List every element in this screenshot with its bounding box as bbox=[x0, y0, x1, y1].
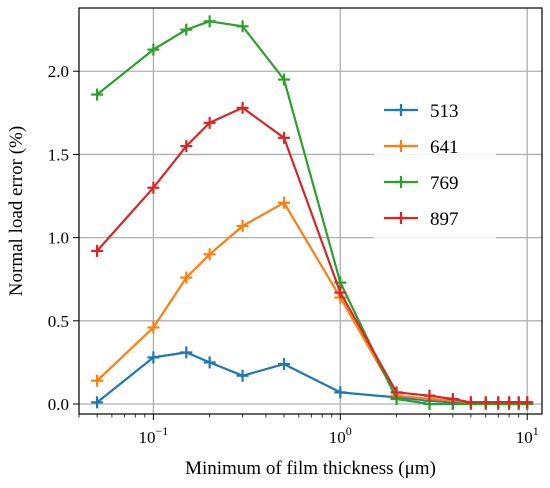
data-point bbox=[464, 396, 477, 409]
y-tick-label: 1.0 bbox=[48, 229, 69, 248]
data-point bbox=[236, 101, 249, 114]
legend-label: 513 bbox=[430, 101, 459, 122]
data-point bbox=[203, 356, 216, 369]
data-point bbox=[236, 369, 249, 382]
y-tick-label: 1.5 bbox=[48, 145, 69, 164]
legend-label: 641 bbox=[430, 137, 459, 158]
data-point bbox=[91, 88, 104, 101]
data-point bbox=[180, 23, 193, 36]
data-point bbox=[236, 20, 249, 33]
series-line bbox=[96, 351, 528, 404]
data-point bbox=[278, 131, 291, 144]
data-point bbox=[91, 374, 104, 387]
data-point bbox=[278, 196, 291, 209]
y-axis-label: Normal load error (%) bbox=[6, 126, 27, 296]
data-point bbox=[180, 140, 193, 153]
data-point bbox=[334, 286, 347, 299]
data-point bbox=[180, 271, 193, 284]
x-tick-label: 101 bbox=[516, 424, 539, 447]
data-point bbox=[147, 351, 160, 364]
legend-label: 769 bbox=[430, 173, 459, 194]
legend: 513 641 769 897 bbox=[374, 90, 496, 242]
data-point bbox=[446, 393, 459, 406]
series-897 bbox=[91, 101, 534, 409]
grid-lines bbox=[79, 8, 542, 414]
x-tick-label: 100 bbox=[329, 424, 352, 447]
legend-box bbox=[374, 90, 496, 242]
data-point bbox=[492, 396, 505, 409]
data-point bbox=[147, 43, 160, 56]
data-point bbox=[521, 396, 534, 409]
data-point bbox=[334, 386, 347, 399]
data-point bbox=[423, 389, 436, 402]
data-point bbox=[91, 396, 104, 409]
data-point bbox=[91, 244, 104, 257]
data-point bbox=[203, 116, 216, 129]
y-tick-label: 2.0 bbox=[48, 62, 69, 81]
x-axis-label: Minimum of film thickness (μm) bbox=[185, 458, 436, 479]
data-point bbox=[278, 73, 291, 86]
x-tick-label: 10−1 bbox=[138, 424, 168, 447]
data-point bbox=[203, 15, 216, 28]
legend-label: 897 bbox=[430, 209, 459, 230]
data-point bbox=[147, 321, 160, 334]
axis-ticks: 0.0 0.5 1.0 1.5 2.0 10−1 100 101 bbox=[48, 62, 539, 447]
data-point bbox=[203, 248, 216, 261]
data-point bbox=[147, 181, 160, 194]
y-tick-label: 0.5 bbox=[48, 312, 69, 331]
data-point bbox=[278, 358, 291, 371]
data-point bbox=[479, 396, 492, 409]
data-point bbox=[180, 346, 193, 359]
data-series bbox=[91, 15, 534, 411]
y-tick-label: 0.0 bbox=[48, 395, 69, 414]
data-point bbox=[236, 219, 249, 232]
series-513 bbox=[91, 346, 534, 409]
data-point bbox=[390, 386, 403, 399]
plot-frame bbox=[78, 7, 543, 415]
